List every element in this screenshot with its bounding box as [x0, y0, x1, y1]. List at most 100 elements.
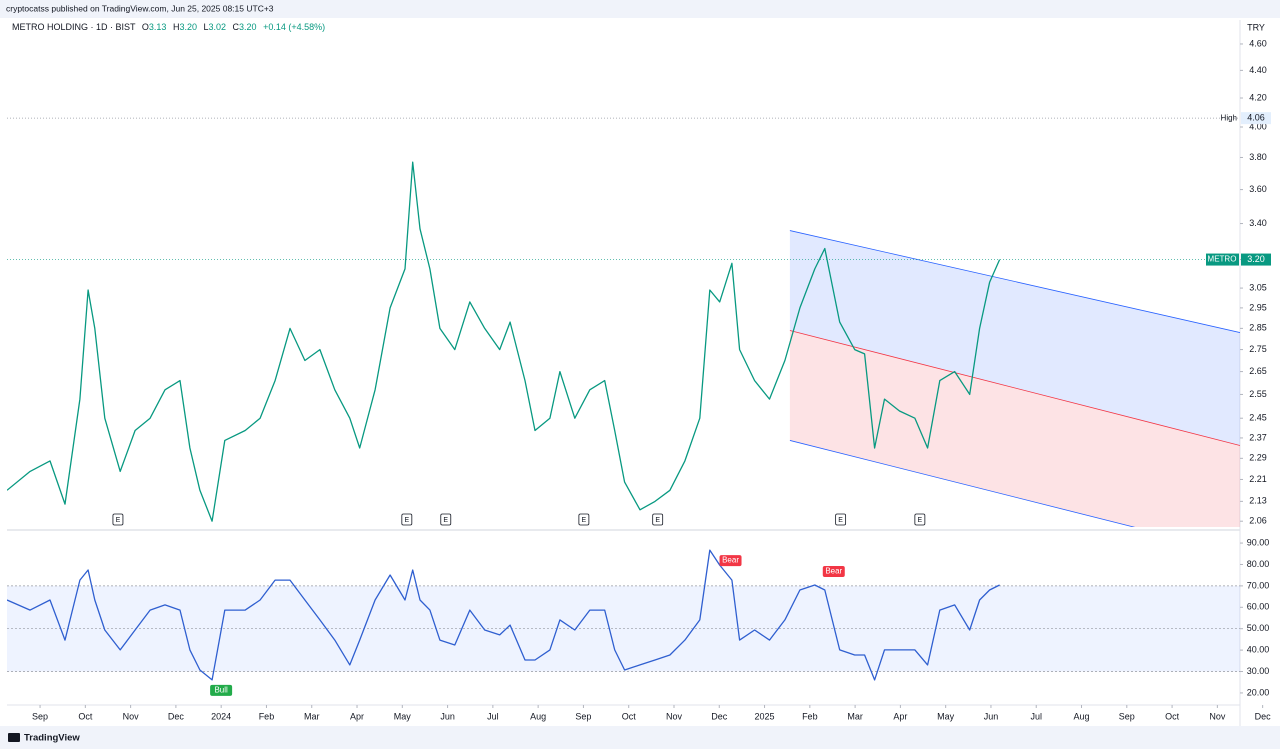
event-label: E: [116, 517, 121, 524]
x-tick-label: May: [937, 711, 955, 721]
y-tick-label: 4.00: [1249, 121, 1267, 131]
y-tick-label: 2.13: [1249, 496, 1267, 506]
x-tick-label: 2024: [211, 711, 231, 721]
x-tick-label: Jun: [440, 711, 455, 721]
x-tick-label: Dec: [711, 711, 728, 721]
y-tick-label: 90.00: [1247, 537, 1270, 547]
event-box: [578, 513, 590, 526]
channel-lower: [789, 440, 1136, 527]
channel-lower-fill: [789, 330, 1240, 527]
event-label: E: [838, 517, 843, 524]
x-tick-label: Jul: [487, 711, 499, 721]
y-tick-label: 2.45: [1249, 413, 1267, 423]
annotation-tag: [822, 566, 845, 578]
annotation-tag: [210, 684, 233, 696]
currency: TRY: [1247, 22, 1265, 32]
x-tick-label: Oct: [622, 711, 637, 721]
series-line: [7, 549, 1000, 681]
legend-change: +0.14 (+4.58%): [263, 22, 325, 32]
logo-icon: [8, 733, 20, 742]
y-tick-label: 2.75: [1249, 344, 1267, 354]
high-tag: [1241, 112, 1271, 125]
x-tick-label: Nov: [1209, 711, 1226, 721]
x-tick-label: 2025: [755, 711, 775, 721]
annotation-label: Bull: [214, 685, 228, 694]
x-tick-label: Feb: [802, 711, 818, 721]
x-tick-label: Sep: [1119, 711, 1135, 721]
event-label: E: [582, 517, 587, 524]
legend-open-label: O: [142, 22, 149, 32]
legend-close: 3.20: [239, 22, 257, 32]
y-tick-label: 3.80: [1249, 152, 1267, 162]
bottom-bar: [0, 726, 1280, 749]
x-tick-label: Apr: [893, 711, 907, 721]
x-tick-label: May: [394, 711, 412, 721]
y-tick-label: 4.40: [1249, 65, 1267, 75]
channel-upper: [789, 230, 1240, 333]
event-box: [112, 513, 124, 526]
y-tick-label: 2.85: [1249, 323, 1267, 333]
y-tick-label: 4.20: [1249, 92, 1267, 102]
x-tick-label: Mar: [847, 711, 863, 721]
event-label: E: [443, 517, 448, 524]
y-tick-label: 2.65: [1249, 366, 1267, 376]
x-tick-label: Apr: [350, 711, 364, 721]
legend-close-label: C: [233, 22, 240, 32]
x-tick-label: Aug: [530, 711, 546, 721]
event-box: [914, 513, 926, 526]
pane: [7, 549, 1240, 681]
y-tick-label: 3.40: [1249, 218, 1267, 228]
x-tick-label: Feb: [259, 711, 275, 721]
series-line: [7, 161, 1001, 522]
legend-open: 3.13: [149, 22, 167, 32]
x-tick-label: Oct: [78, 711, 93, 721]
y-tick-label: 3.60: [1249, 184, 1267, 194]
channel-middle: [789, 330, 1240, 446]
pane: [7, 161, 1240, 527]
y-tick-label: 2.95: [1249, 302, 1267, 312]
x-tick-label: Aug: [1074, 711, 1090, 721]
x-tick-label: Mar: [304, 711, 320, 721]
annotation-label: Bear: [825, 567, 842, 576]
event-label: E: [404, 517, 409, 524]
y-tick-label: 2.37: [1249, 432, 1267, 442]
logo-text: TradingView: [24, 733, 80, 744]
y-tick-label: 2.55: [1249, 389, 1267, 399]
y-tick-label: 70.00: [1247, 580, 1270, 590]
event-box: [440, 513, 452, 526]
y-tick-label: 40.00: [1247, 644, 1270, 654]
y-tick-label: 2.21: [1249, 474, 1267, 484]
event-box: [652, 513, 664, 526]
y-tick-label: 50.00: [1247, 623, 1270, 633]
legend-high: 3.20: [179, 22, 197, 32]
event-box: [835, 513, 847, 526]
x-tick-label: Jun: [984, 711, 999, 721]
x-tick-label: Dec: [1255, 711, 1272, 721]
last-name-tag: [1206, 253, 1239, 266]
event-box: [401, 513, 413, 526]
y-tick-label: 2.06: [1249, 516, 1267, 526]
last-name: METRO: [1208, 255, 1237, 264]
publish-info: cryptocatss published on TradingView.com…: [6, 3, 274, 13]
y-tick-label: 4.60: [1249, 38, 1267, 48]
legend: METRO HOLDING · 1D · BIST O3.13 H3.20 L3…: [12, 22, 325, 32]
legend-low: 3.02: [209, 22, 227, 32]
annotation-label: Bear: [722, 556, 739, 565]
event-label: E: [918, 517, 923, 524]
top-bar: [0, 0, 1280, 18]
event-label: E: [655, 517, 660, 524]
x-tick-label: Nov: [666, 711, 683, 721]
x-tick-label: Jul: [1030, 711, 1042, 721]
legend-low-label: L: [203, 22, 208, 32]
y-tick-label: 3.05: [1249, 282, 1267, 292]
x-tick-label: Oct: [1165, 711, 1180, 721]
y-tick-label: 20.00: [1247, 687, 1270, 697]
x-tick-label: Sep: [575, 711, 591, 721]
high-value: 4.06: [1247, 113, 1265, 123]
y-tick-label: 30.00: [1247, 666, 1270, 676]
y-tick-label: 2.29: [1249, 453, 1267, 463]
high-label: High: [1221, 113, 1237, 122]
legend-high-label: H: [173, 22, 180, 32]
